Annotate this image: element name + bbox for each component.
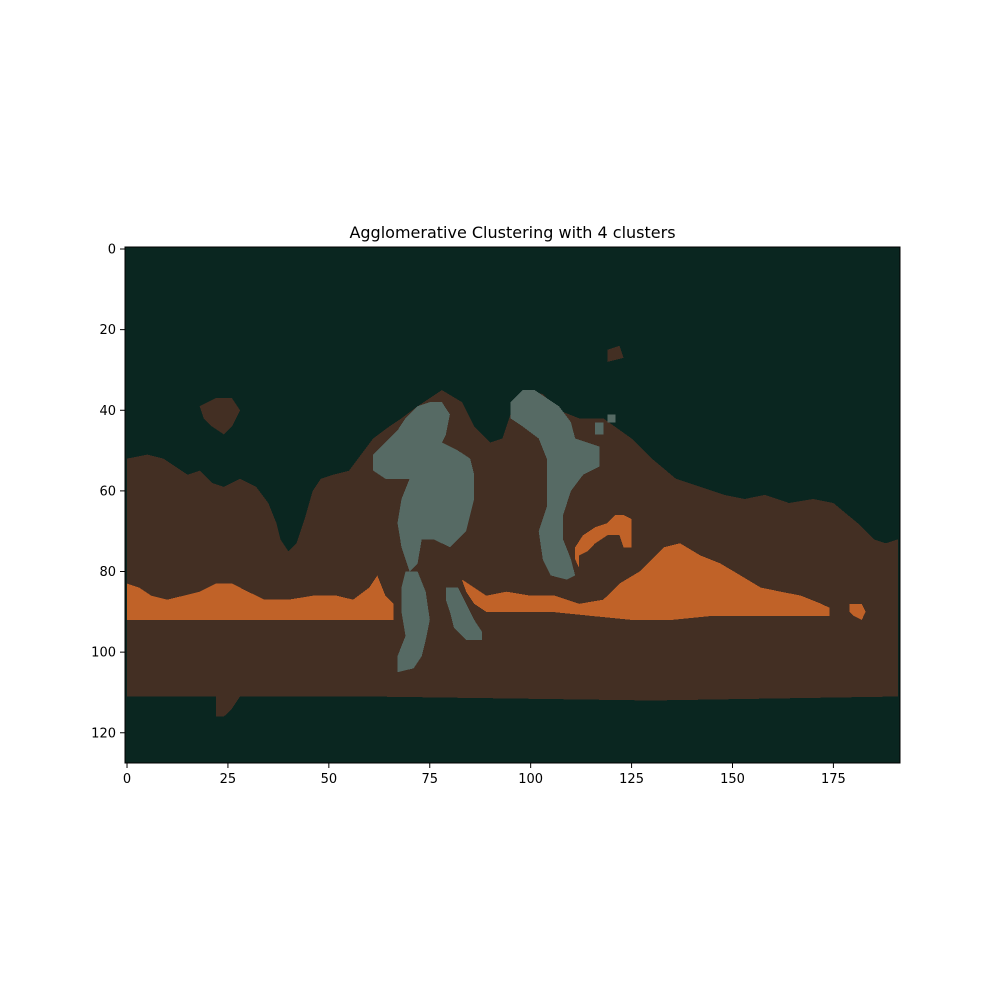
y-axis: 0 20 40 60 80 100 120: [91, 243, 125, 741]
y-tick-label: 100: [91, 646, 116, 661]
x-tick-label: 125: [619, 772, 644, 787]
y-tick-label: 40: [99, 404, 116, 419]
region-orange-band-left: [127, 575, 394, 620]
plot-frame: [124, 246, 901, 764]
x-tick-label: 0: [123, 772, 131, 787]
region-gray-fleck-b: [607, 414, 616, 423]
region-orange-spot: [849, 603, 866, 620]
x-tick-label: 25: [220, 772, 237, 787]
y-tick-label: 60: [99, 484, 116, 499]
x-tick-label: 50: [321, 772, 338, 787]
region-gray-leg-left: [397, 571, 430, 673]
region-gray-fleck-a: [595, 422, 604, 435]
region-gray-body-right: [510, 390, 600, 580]
region-orange-band-right: [462, 543, 830, 620]
x-tick-label: 100: [518, 772, 543, 787]
region-island-left: [199, 398, 240, 435]
y-tick-label: 20: [99, 323, 116, 338]
y-tick-label: 120: [91, 726, 116, 741]
region-tail-bottom: [215, 696, 240, 717]
region-gray-leg-right: [445, 587, 483, 640]
plot-area: [124, 246, 901, 764]
y-tick-label: 0: [108, 243, 116, 258]
x-tick-label: 150: [720, 772, 745, 787]
region-orange-arc: [575, 515, 632, 568]
x-tick-label: 75: [421, 772, 438, 787]
y-tick-label: 80: [99, 565, 116, 580]
region-land-band: [127, 390, 898, 701]
x-axis: 0 25 50 75 100 125 150 175: [123, 763, 846, 787]
region-island-top: [607, 345, 624, 362]
region-gray-body-left: [373, 402, 475, 572]
chart-title: Agglomerative Clustering with 4 clusters: [349, 223, 675, 242]
x-tick-label: 175: [821, 772, 846, 787]
